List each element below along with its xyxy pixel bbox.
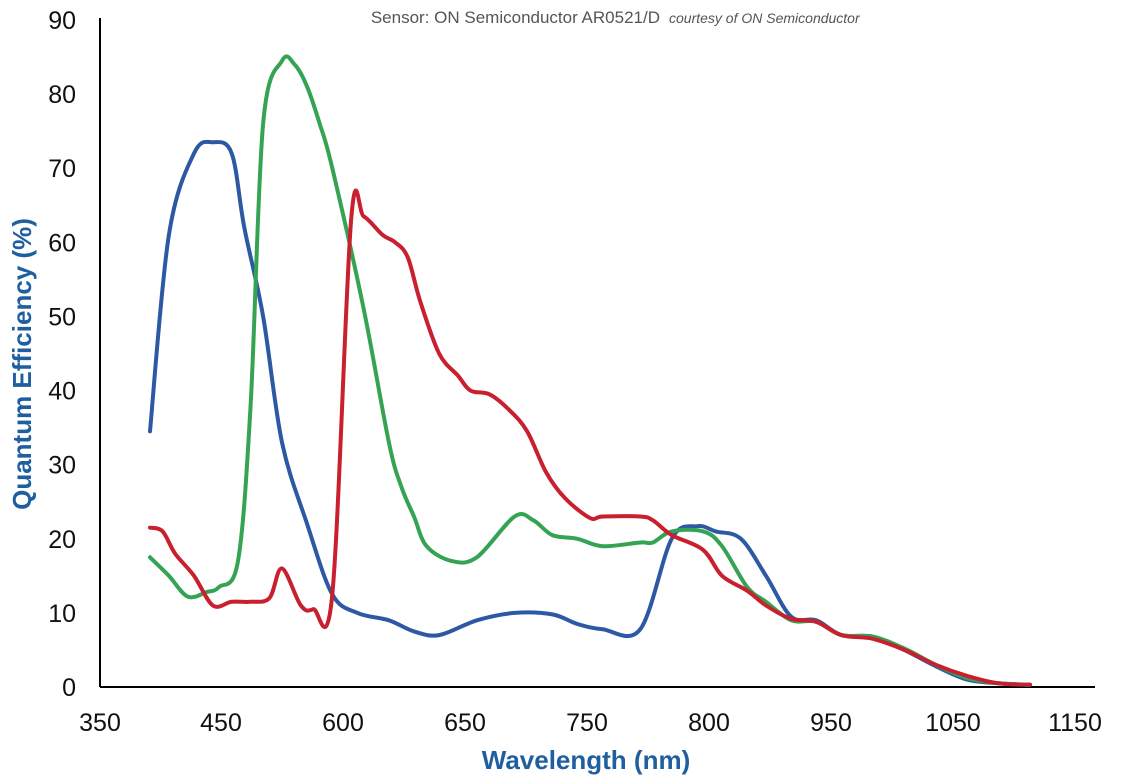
y-tick-label: 90	[48, 7, 76, 35]
x-tick-label: 650	[444, 709, 486, 737]
y-tick-label: 0	[62, 674, 76, 702]
y-tick-label: 40	[48, 378, 76, 406]
x-tick-label: 600	[322, 709, 364, 737]
x-tick-label: 1150	[1048, 709, 1102, 737]
x-tick-label: 450	[200, 709, 242, 737]
y-tick-label: 20	[48, 526, 76, 554]
y-tick-label: 30	[48, 452, 76, 480]
y-tick-label: 50	[48, 303, 76, 331]
chart-title-main: Sensor: ON Semiconductor AR0521/D	[371, 8, 660, 27]
chart-title-credit: courtesy of ON Semiconductor	[669, 10, 861, 26]
series-line-3	[148, 188, 1032, 687]
y-tick-label: 60	[48, 229, 76, 257]
y-tick-label: 10	[48, 600, 76, 628]
x-axis-title: Wavelength (nm)	[482, 745, 690, 775]
series-line-2	[148, 54, 1032, 687]
x-tick-labels: 350 450 600 650 750 800 950 1050 1150	[79, 709, 1102, 737]
y-tick-label: 80	[48, 81, 76, 109]
x-tick-label: 1050	[925, 709, 981, 737]
x-tick-label: 350	[79, 709, 121, 737]
chart-title: Sensor: ON Semiconductor AR0521/D courte…	[371, 8, 861, 27]
x-tick-label: 750	[566, 709, 608, 737]
series-line-1	[148, 139, 1032, 687]
x-tick-label: 950	[810, 709, 852, 737]
y-axis-title: Quantum Efficiency (%)	[7, 218, 37, 510]
series-lines	[148, 54, 1032, 687]
y-tick-label: 70	[48, 155, 76, 183]
y-tick-labels: 0 10 20 30 40 50 60 70 80 90	[48, 7, 76, 702]
x-tick-label: 800	[688, 709, 730, 737]
